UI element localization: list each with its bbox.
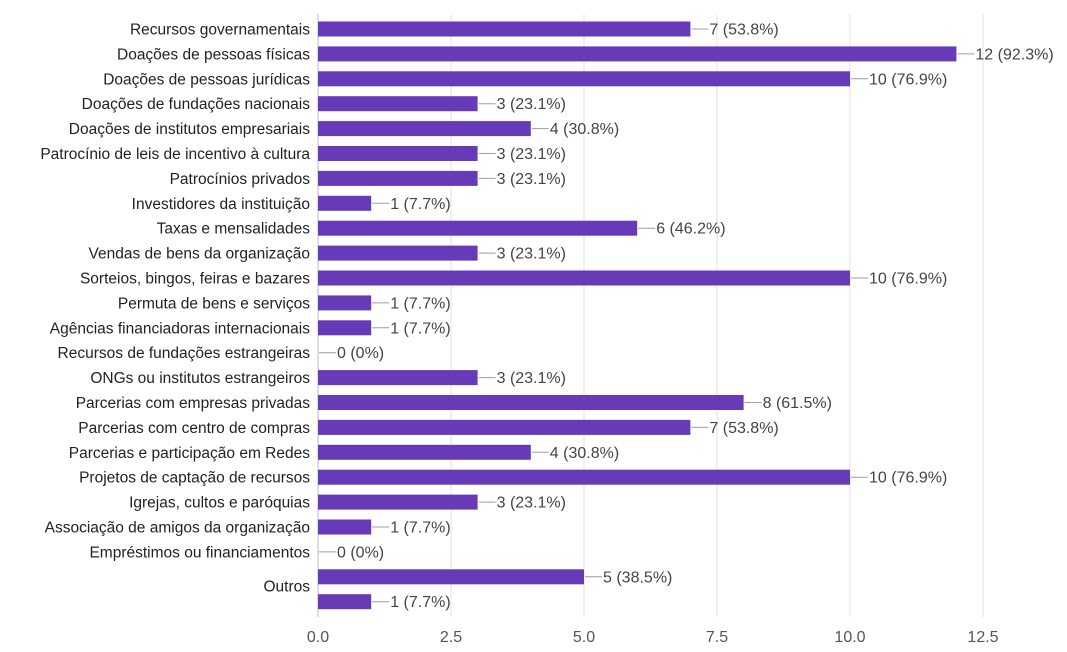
bar bbox=[318, 71, 850, 87]
category-label: ONGs ou institutos estrangeiros bbox=[90, 370, 310, 387]
bar bbox=[318, 146, 478, 161]
bar bbox=[318, 121, 531, 137]
bar bbox=[318, 320, 372, 336]
data-label: 5 (38.5%) bbox=[603, 569, 672, 586]
data-label: 3 (23.1%) bbox=[497, 370, 566, 387]
data-label: 1 (7.7%) bbox=[390, 196, 450, 213]
x-tick-label: 12.5 bbox=[967, 629, 998, 646]
bar bbox=[318, 494, 478, 510]
category-labels: Recursos governamentais Doações de pessoa… bbox=[40, 22, 310, 596]
category-label: Doações de institutos empresariais bbox=[69, 121, 310, 138]
x-tick-label: 7.5 bbox=[706, 629, 728, 646]
category-label: Taxas e mensalidades bbox=[157, 221, 311, 238]
bar bbox=[318, 444, 531, 460]
category-label: Patrocínio de leis de incentivo à cultur… bbox=[40, 146, 310, 163]
bar bbox=[318, 21, 691, 37]
category-label: Associação de amigos da organização bbox=[45, 520, 310, 537]
bar bbox=[318, 245, 478, 261]
bar bbox=[318, 170, 478, 186]
category-label: Vendas de bens da organização bbox=[89, 246, 310, 263]
category-label: Doações de pessoas físicas bbox=[117, 46, 310, 63]
category-label: Empréstimos ou financiamentos bbox=[89, 544, 310, 561]
data-label: 3 (23.1%) bbox=[497, 96, 566, 113]
bar bbox=[318, 395, 744, 410]
data-label: 1 (7.7%) bbox=[390, 320, 450, 337]
x-axis-ticks: 0.0 2.5 5.0 7.5 10.0 12.5 bbox=[307, 629, 999, 646]
bar bbox=[318, 295, 372, 311]
data-labels: 7 (53.8%) 12 (92.3%) 10 (76.9%) 3 (23.1%) 4 … bbox=[319, 22, 1054, 611]
bar bbox=[318, 195, 372, 211]
category-label: Recursos de fundações estrangeiras bbox=[58, 345, 311, 362]
bar bbox=[318, 370, 478, 386]
bar bbox=[318, 270, 850, 286]
category-label: Patrocínios privados bbox=[170, 171, 311, 188]
bar bbox=[318, 594, 372, 610]
category-label: Parcerias e participação em Redes bbox=[69, 445, 310, 462]
x-tick-label: 0.0 bbox=[307, 629, 329, 646]
data-label: 1 (7.7%) bbox=[390, 594, 450, 611]
bar bbox=[318, 419, 691, 435]
data-label: 3 (23.1%) bbox=[497, 246, 566, 263]
data-label: 3 (23.1%) bbox=[497, 146, 566, 163]
category-label: Igrejas, cultos e paróquias bbox=[129, 495, 310, 512]
data-label: 6 (46.2%) bbox=[656, 221, 725, 238]
x-tick-label: 10.0 bbox=[834, 629, 865, 646]
data-label: 4 (30.8%) bbox=[550, 445, 619, 462]
bar bbox=[318, 519, 372, 535]
category-label: Parcerias com empresas privadas bbox=[76, 395, 311, 412]
data-label: 0 (0%) bbox=[337, 544, 384, 561]
category-label: Agências financiadoras internacionais bbox=[50, 320, 310, 337]
data-label: 1 (7.7%) bbox=[390, 520, 450, 537]
category-label: Doações de pessoas jurídicas bbox=[103, 71, 310, 88]
gridlines bbox=[317, 14, 984, 617]
category-label: Outros bbox=[263, 578, 310, 595]
category-label: Parcerias com centro de compras bbox=[78, 420, 310, 437]
x-tick-label: 5.0 bbox=[573, 629, 595, 646]
data-label: 4 (30.8%) bbox=[550, 121, 619, 138]
x-tick-label: 2.5 bbox=[440, 629, 462, 646]
bar bbox=[318, 96, 478, 112]
category-label: Permuta de bens e serviços bbox=[118, 295, 310, 312]
data-label: 7 (53.8%) bbox=[709, 420, 778, 437]
category-label: Investidores da instituição bbox=[132, 196, 310, 213]
category-label: Doações de fundações nacionais bbox=[82, 96, 311, 113]
data-label: 10 (76.9%) bbox=[869, 71, 947, 88]
category-label: Recursos governamentais bbox=[130, 22, 310, 39]
bars bbox=[318, 21, 957, 610]
data-label: 3 (23.1%) bbox=[497, 495, 566, 512]
data-label: 1 (7.7%) bbox=[390, 295, 450, 312]
data-label: 10 (76.9%) bbox=[869, 470, 947, 487]
bar bbox=[318, 46, 957, 62]
data-label: 0 (0%) bbox=[337, 345, 384, 362]
data-label: 8 (61.5%) bbox=[763, 395, 832, 412]
category-label: Sorteios, bingos, feiras e bazares bbox=[80, 271, 310, 288]
data-label: 7 (53.8%) bbox=[709, 22, 778, 39]
data-label: 3 (23.1%) bbox=[497, 171, 566, 188]
data-label: 12 (92.3%) bbox=[975, 46, 1053, 63]
data-label: 10 (76.9%) bbox=[869, 271, 947, 288]
category-label: Projetos de captação de recursos bbox=[79, 470, 310, 487]
bar bbox=[318, 469, 850, 485]
bar bbox=[318, 220, 638, 236]
bar bbox=[318, 569, 584, 585]
